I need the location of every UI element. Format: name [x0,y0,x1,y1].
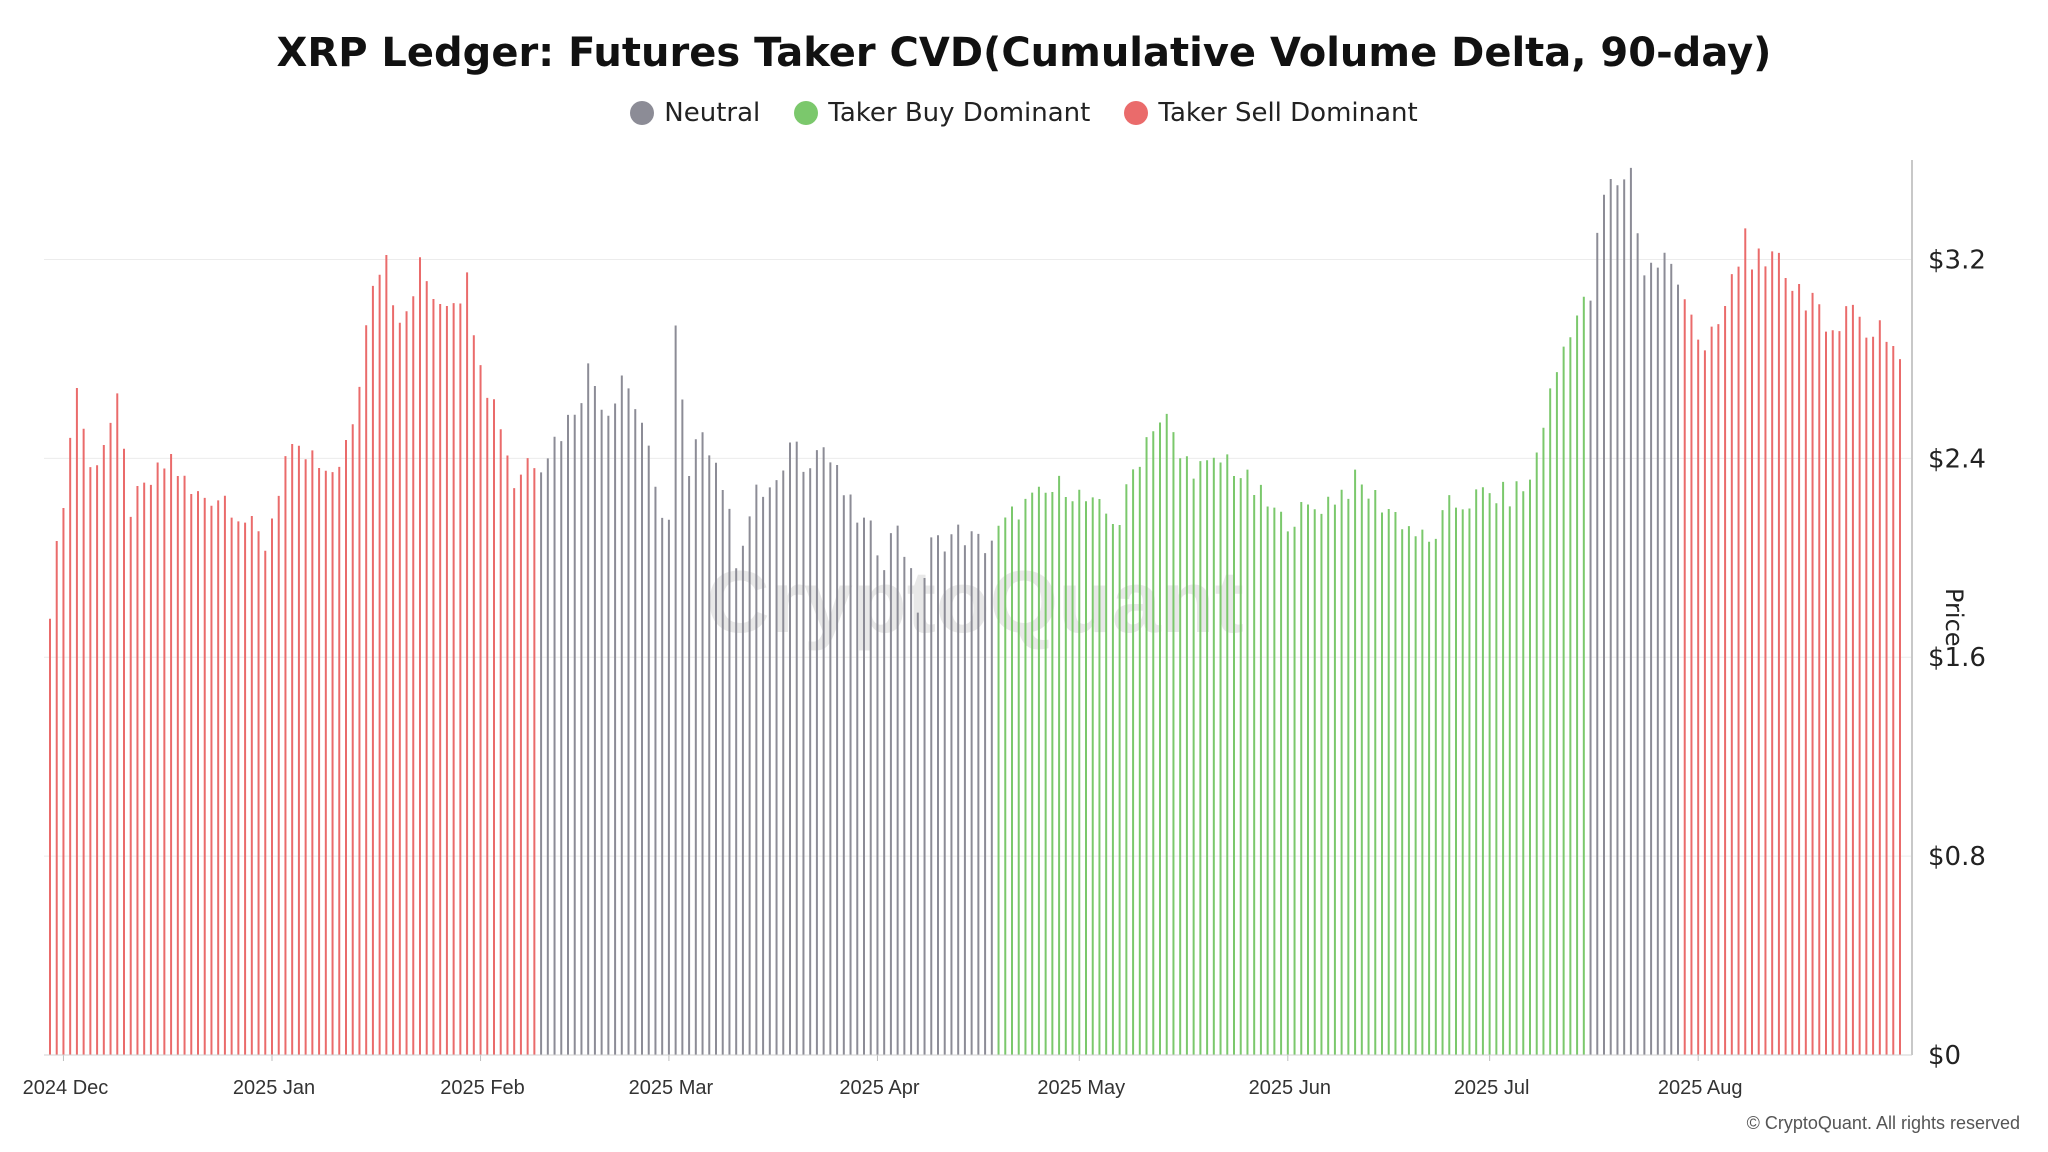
legend-item-taker-sell[interactable]: Taker Sell Dominant [1124,98,1418,128]
x-tick-label: 2025 Mar [629,1077,714,1099]
x-tick-label: 2025 May [1037,1077,1125,1099]
copyright-text: © CryptoQuant. All rights reserved [1746,1113,2020,1133]
x-tick-label: 2025 Jan [233,1077,315,1099]
legend-label-taker-sell: Taker Sell Dominant [1158,98,1418,128]
watermark-text: CryptoQuant [706,552,1244,651]
legend-item-taker-buy[interactable]: Taker Buy Dominant [794,98,1090,128]
legend-dot-taker-sell [1124,101,1149,125]
legend: Neutral Taker Buy Dominant Taker Sell Do… [0,98,2048,128]
x-tick-label: 2024 Dec [23,1077,109,1099]
bars-layer [49,167,1901,1055]
y-axis-title: Price [1940,588,1968,647]
legend-dot-neutral [630,101,655,125]
x-tick-label: 2025 Apr [839,1077,919,1099]
chart-title: XRP Ledger: Futures Taker CVD(Cumulative… [276,30,1772,76]
x-tick-label: 2025 Jun [1249,1077,1331,1099]
legend-dot-taker-buy [794,101,819,125]
x-tick-label: 2025 Aug [1658,1077,1743,1099]
x-tick-label: 2025 Feb [440,1077,525,1099]
y-tick-label: $2.4 [1928,444,1986,474]
y-tick-label: $0.8 [1928,842,1986,872]
legend-label-taker-buy: Taker Buy Dominant [828,98,1091,128]
y-tick-label: $0 [1928,1041,1961,1071]
y-tick-label: $1.6 [1928,643,1986,673]
legend-item-neutral[interactable]: Neutral [630,98,760,128]
axis-layer: $0 $0.8 $1.6 $2.4 $3.2 2024 Dec 2025 Jan 2025 F… [23,160,1986,1099]
y-tick-label: $3.2 [1928,245,1986,275]
x-tick-label: 2025 Jul [1454,1077,1530,1099]
legend-label-neutral: Neutral [664,98,761,128]
